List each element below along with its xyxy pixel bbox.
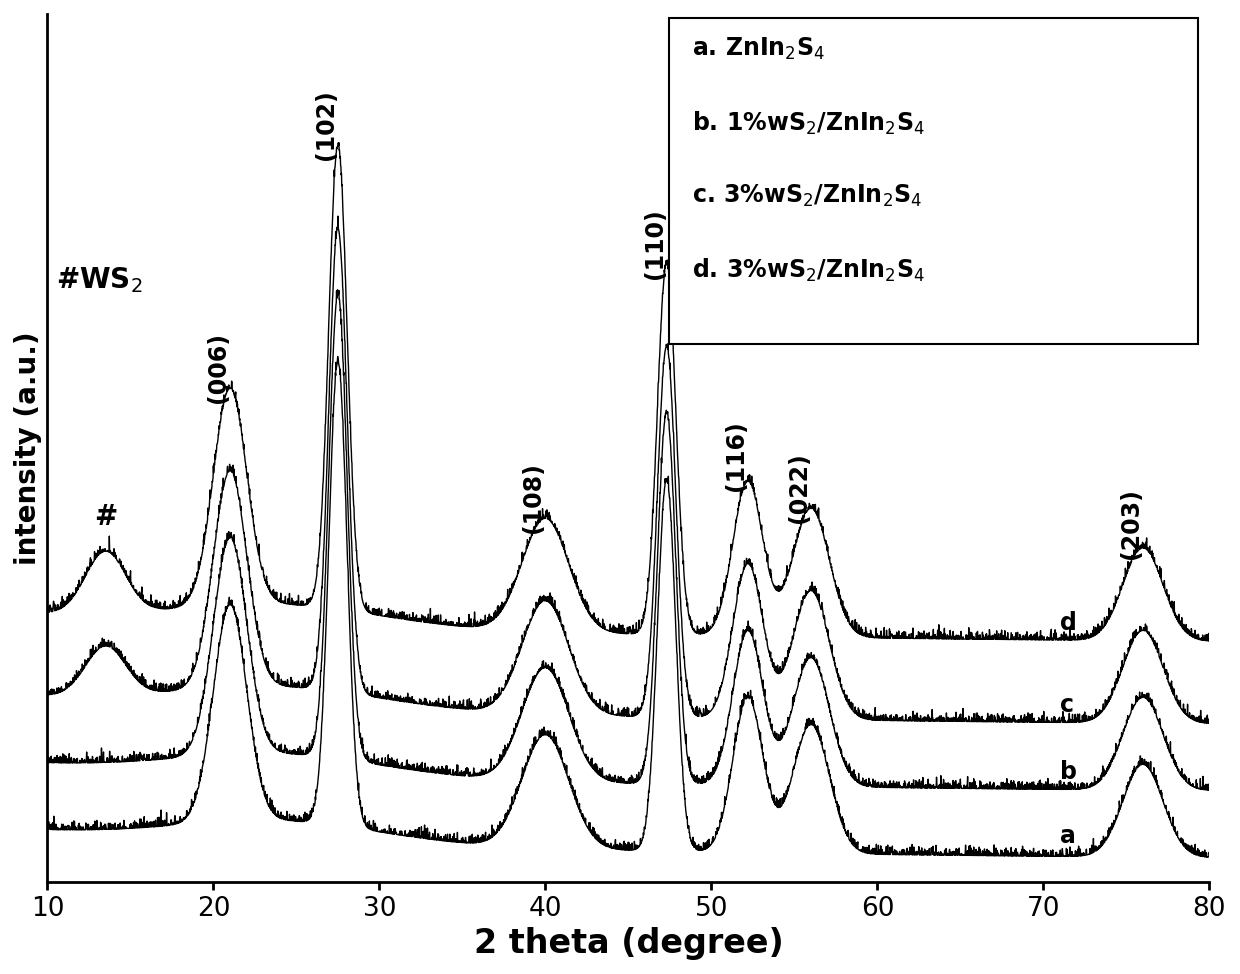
- Text: (102): (102): [314, 90, 339, 161]
- Text: (006): (006): [206, 332, 231, 403]
- Text: (108): (108): [521, 463, 546, 533]
- Text: c: c: [1060, 693, 1074, 717]
- Text: (116): (116): [724, 420, 748, 491]
- Text: (110): (110): [642, 207, 667, 279]
- Text: (203): (203): [1118, 488, 1143, 559]
- Text: d. 3%wS$_2$/ZnIn$_2$S$_4$: d. 3%wS$_2$/ZnIn$_2$S$_4$: [692, 257, 925, 284]
- Text: b: b: [1060, 761, 1078, 784]
- Text: d: d: [1060, 611, 1076, 635]
- Text: a. ZnIn$_2$S$_4$: a. ZnIn$_2$S$_4$: [692, 36, 826, 61]
- Text: (022): (022): [787, 452, 811, 523]
- Text: b. 1%wS$_2$/ZnIn$_2$S$_4$: b. 1%wS$_2$/ZnIn$_2$S$_4$: [692, 109, 925, 136]
- X-axis label: 2 theta (degree): 2 theta (degree): [474, 927, 784, 960]
- Text: #WS$_2$: #WS$_2$: [56, 265, 143, 295]
- FancyBboxPatch shape: [670, 19, 1198, 344]
- Text: c. 3%wS$_2$/ZnIn$_2$S$_4$: c. 3%wS$_2$/ZnIn$_2$S$_4$: [692, 183, 923, 209]
- Text: a: a: [1060, 824, 1076, 848]
- Text: #: #: [94, 503, 117, 531]
- Y-axis label: intensity (a.u.): intensity (a.u.): [14, 331, 42, 565]
